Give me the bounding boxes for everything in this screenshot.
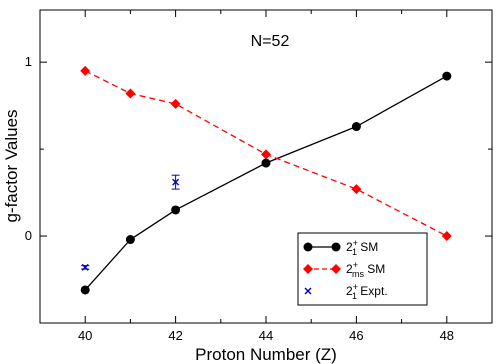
- legend-entry-1: 2+ ms SM: [303, 260, 385, 279]
- series-0: [80, 71, 452, 295]
- legend-label: 2+ ms SM: [346, 260, 385, 279]
- data-point: [80, 285, 90, 295]
- y-axis-label: g-factor Values: [2, 109, 21, 222]
- data-point: [170, 98, 181, 109]
- series-line: [84, 70, 448, 237]
- legend-label: 2+ 1 SM: [346, 238, 378, 257]
- data-point: [81, 263, 89, 271]
- legend-marker: [304, 287, 312, 295]
- data-point: [172, 178, 180, 186]
- data-point: [442, 71, 452, 81]
- legend-marker: [303, 242, 313, 252]
- data-point: [171, 205, 181, 215]
- chart-title: N=52: [251, 33, 290, 50]
- x-tick-label: 44: [259, 328, 273, 343]
- legend: 2+ 1 SM 2+ ms SM 2+ 1 Expt.: [297, 232, 428, 306]
- x-tick-label: 40: [78, 328, 92, 343]
- data-point: [261, 149, 271, 160]
- x-tick-label: 42: [168, 328, 182, 343]
- x-mark-stroke: [304, 287, 312, 295]
- series-line: [84, 75, 448, 291]
- axis-ticks: 40 42 44 46 48 0 1: [25, 10, 493, 343]
- legend-label: 2+ 1 Expt.: [346, 282, 388, 301]
- y-tick-label: 0: [25, 228, 32, 243]
- data-point: [80, 65, 91, 76]
- series-layer: [80, 65, 452, 295]
- data-point: [351, 184, 362, 195]
- legend-box: [297, 232, 428, 306]
- legend-entry-2: 2+ 1 Expt.: [304, 282, 388, 301]
- x-axis-label: Proton Number (Z): [195, 345, 337, 364]
- legend-entry-0: 2+ 1 SM: [303, 238, 378, 257]
- data-point: [351, 122, 361, 132]
- data-point: [261, 158, 271, 168]
- data-point: [125, 235, 135, 245]
- data-point: [125, 88, 136, 99]
- data-point: [441, 231, 452, 242]
- y-tick-label: 1: [25, 54, 32, 69]
- series-2: [81, 174, 180, 271]
- x-mark-stroke: [172, 178, 180, 186]
- legend-marker: [331, 264, 341, 274]
- x-tick-label: 46: [349, 328, 363, 343]
- legend-marker: [331, 242, 341, 252]
- x-tick-label: 48: [440, 328, 454, 343]
- series-1: [80, 65, 452, 242]
- x-mark-stroke: [81, 263, 89, 271]
- legend-marker: [303, 264, 313, 274]
